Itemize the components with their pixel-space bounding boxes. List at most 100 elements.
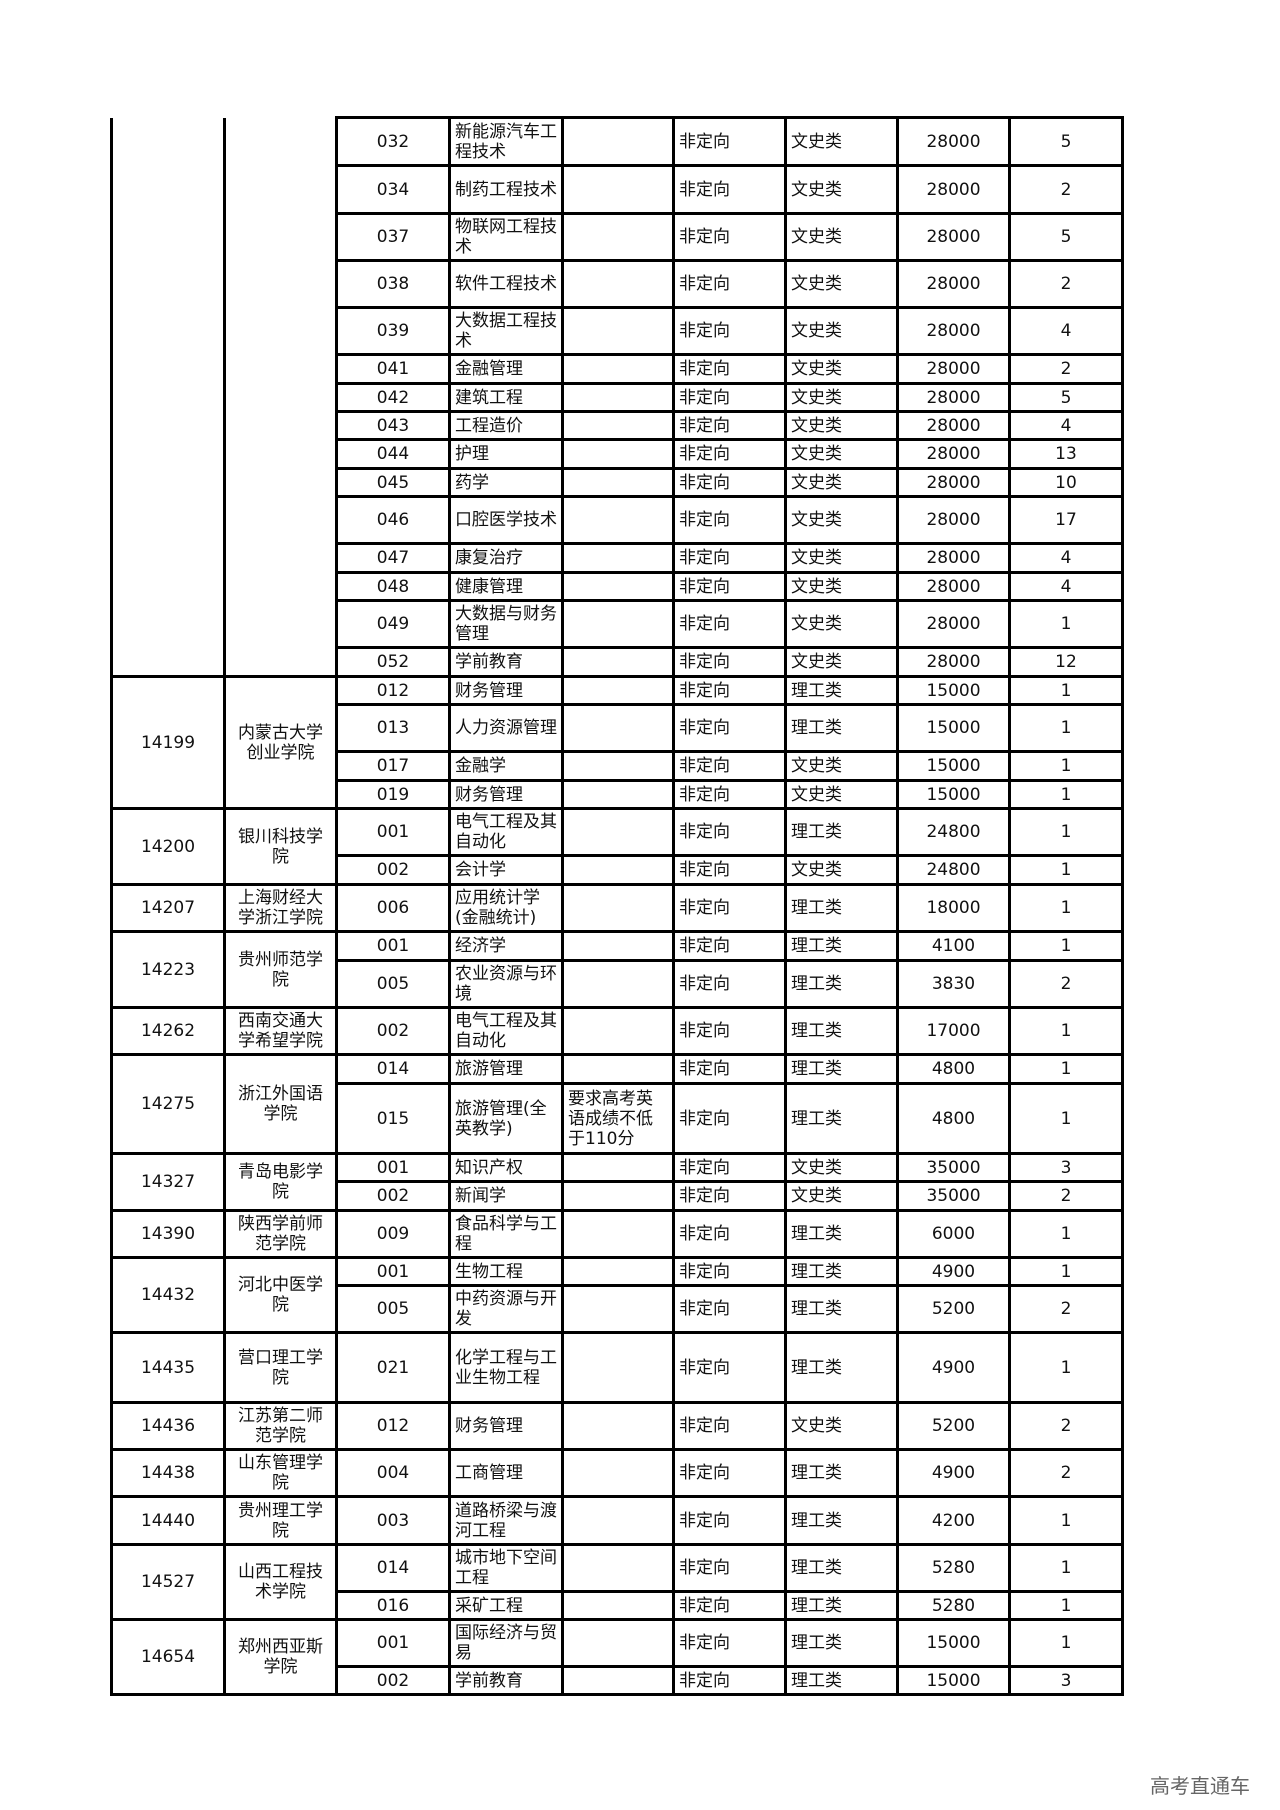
table-row: 016 采矿工程 非定向 理工类 5280 1 — [112, 1590, 1124, 1621]
quota: 17 — [1008, 495, 1124, 545]
subject-category: 文史类 — [784, 646, 899, 678]
plan-type: 非定向 — [672, 1209, 787, 1259]
subject-category: 理工类 — [784, 1495, 899, 1546]
quota: 1 — [1008, 883, 1124, 933]
subject-category: 文史类 — [784, 164, 899, 215]
major-code: 041 — [335, 353, 451, 385]
plan-type: 非定向 — [672, 883, 787, 933]
note — [561, 1256, 675, 1287]
plan-type: 非定向 — [672, 599, 787, 649]
subject-category: 文史类 — [784, 1180, 899, 1212]
school-code: 14327 — [110, 1152, 226, 1212]
plan-type: 非定向 — [672, 1448, 787, 1498]
school-name: 内蒙古大学创业学院 — [223, 675, 338, 810]
major-name: 道路桥梁与渡河工程 — [448, 1495, 564, 1546]
major-code: 044 — [335, 438, 451, 470]
tuition: 4900 — [896, 1256, 1011, 1287]
plan-type: 非定向 — [672, 1082, 787, 1155]
tuition: 6000 — [896, 1209, 1011, 1259]
subject-category: 理工类 — [784, 1618, 899, 1668]
major-name: 生物工程 — [448, 1256, 564, 1287]
table-row: 034 制药工程技术 非定向 文史类 28000 2 — [112, 164, 1124, 215]
table-row: 041 金融管理 非定向 文史类 28000 2 — [112, 353, 1124, 385]
note — [561, 750, 675, 782]
plan-type: 非定向 — [672, 1256, 787, 1287]
major-name: 护理 — [448, 438, 564, 470]
note — [561, 1180, 675, 1212]
major-name: 城市地下空间工程 — [448, 1543, 564, 1593]
plan-type: 非定向 — [672, 807, 787, 857]
table-row: 005 中药资源与开发 非定向 理工类 5200 2 — [112, 1284, 1124, 1334]
major-name: 经济学 — [448, 930, 564, 962]
note — [561, 438, 675, 470]
major-code: 001 — [335, 1256, 451, 1287]
note — [561, 1590, 675, 1621]
plan-type: 非定向 — [672, 750, 787, 782]
major-name: 财务管理 — [448, 1401, 564, 1451]
plan-type: 非定向 — [672, 382, 787, 413]
note — [561, 1152, 675, 1183]
table-row: 14262 西南交通大学希望学院 002 电气工程及其自动化 非定向 理工类 17000 1 — [110, 1006, 1124, 1056]
major-name: 大数据与财务管理 — [448, 599, 564, 649]
major-code: 048 — [335, 571, 451, 602]
tuition: 28000 — [896, 164, 1011, 215]
note — [561, 382, 675, 413]
tuition: 5280 — [896, 1590, 1011, 1621]
tuition: 28000 — [896, 116, 1011, 167]
plan-type: 非定向 — [672, 116, 787, 167]
quota: 13 — [1008, 438, 1124, 470]
subject-category: 理工类 — [784, 1665, 899, 1696]
table-row: 002 新闻学 非定向 文史类 35000 2 — [112, 1180, 1124, 1212]
tuition: 4200 — [896, 1495, 1011, 1546]
major-name: 财务管理 — [448, 675, 564, 706]
note — [561, 1665, 675, 1696]
table-row: 038 软件工程技术 非定向 文史类 28000 2 — [112, 259, 1124, 309]
quota: 1 — [1008, 1618, 1124, 1668]
note — [561, 646, 675, 678]
major-code: 038 — [335, 259, 451, 309]
table-row: 005 农业资源与环境 非定向 理工类 3830 2 — [112, 959, 1124, 1009]
major-code: 034 — [335, 164, 451, 215]
school-code: 14527 — [110, 1543, 226, 1621]
table-row: 017 金融学 非定向 文史类 15000 1 — [112, 750, 1124, 782]
table-row: 14436 江苏第二师范学院 012 财务管理 非定向 文史类 5200 2 — [110, 1401, 1124, 1451]
tuition: 4900 — [896, 1331, 1011, 1404]
table-row: 14199 内蒙古大学创业学院 012 财务管理 非定向 理工类 15000 1 — [110, 675, 1124, 810]
table-row: 044 护理 非定向 文史类 28000 13 — [112, 438, 1124, 470]
quota: 1 — [1008, 1331, 1124, 1404]
school-code: 14435 — [110, 1331, 226, 1404]
tuition: 15000 — [896, 750, 1011, 782]
tuition: 4800 — [896, 1082, 1011, 1155]
tuition: 24800 — [896, 807, 1011, 857]
tuition: 5200 — [896, 1284, 1011, 1334]
major-code: 019 — [335, 779, 451, 810]
major-name: 工程造价 — [448, 410, 564, 441]
school-name — [223, 117, 338, 677]
table-row: 14432 河北中医学院 001 生物工程 非定向 理工类 4900 1 — [110, 1256, 1124, 1334]
note — [561, 1006, 675, 1056]
quota: 4 — [1008, 306, 1124, 356]
major-code: 016 — [335, 1590, 451, 1621]
quota: 2 — [1008, 1448, 1124, 1498]
major-code: 049 — [335, 599, 451, 649]
tuition: 15000 — [896, 703, 1011, 753]
subject-category: 理工类 — [784, 1256, 899, 1287]
tuition: 28000 — [896, 599, 1011, 649]
quota: 1 — [1008, 930, 1124, 962]
school-name: 山西工程技术学院 — [223, 1543, 338, 1621]
school-name: 上海财经大学浙江学院 — [223, 883, 338, 933]
tuition: 4800 — [896, 1053, 1011, 1085]
table-row: 043 工程造价 非定向 文史类 28000 4 — [112, 410, 1124, 441]
major-code: 004 — [335, 1448, 451, 1498]
subject-category: 文史类 — [784, 1401, 899, 1451]
tuition: 15000 — [896, 675, 1011, 706]
plan-type: 非定向 — [672, 1180, 787, 1212]
school-code: 14262 — [110, 1006, 226, 1056]
quota: 5 — [1008, 212, 1124, 262]
table-row: 14200 银川科技学院 001 电气工程及其自动化 非定向 理工类 24800 1 — [110, 807, 1124, 886]
plan-type: 非定向 — [672, 930, 787, 962]
major-code: 046 — [335, 495, 451, 545]
plan-type: 非定向 — [672, 959, 787, 1009]
major-code: 002 — [335, 1665, 451, 1696]
major-name: 学前教育 — [448, 1665, 564, 1696]
